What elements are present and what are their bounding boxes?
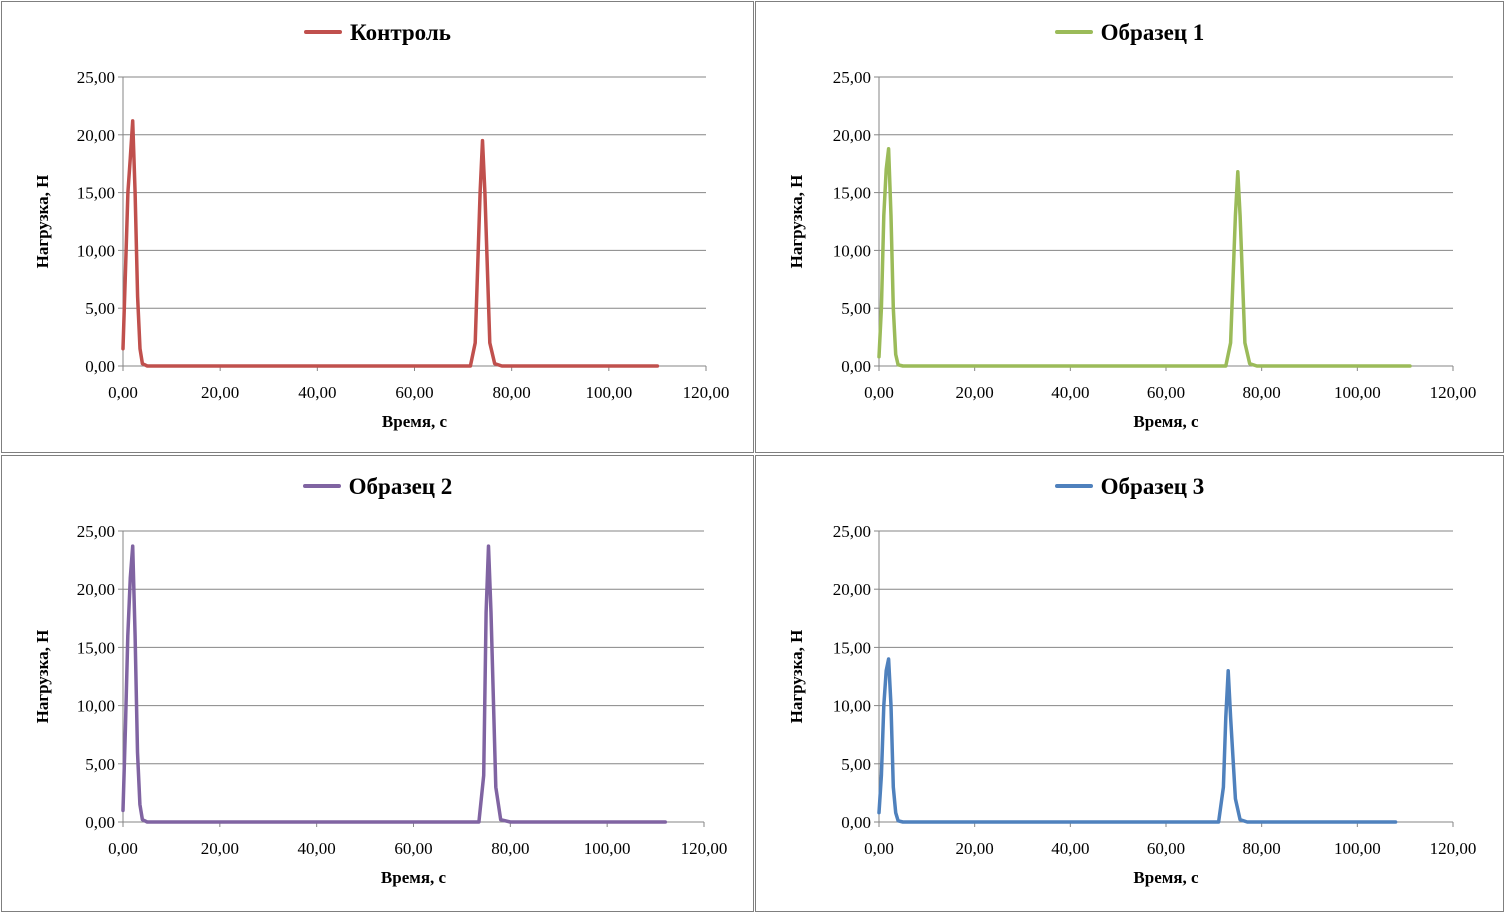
chart-panel-1: Контроль 0,00 5,00 10,00 15,00 20,00 25,00 0,00… — [1, 1, 754, 453]
x-tick-label: 40,00 — [298, 383, 336, 402]
y-tick-label: 0,00 — [841, 813, 871, 832]
x-tick-label: 100,00 — [585, 383, 632, 402]
x-axis-title: Время, с — [1133, 412, 1199, 431]
x-tick-label: 0,00 — [108, 839, 138, 858]
y-tick-label: 10,00 — [77, 697, 115, 716]
y-tick-label: 5,00 — [841, 299, 871, 318]
x-tick-label: 60,00 — [1147, 839, 1185, 858]
x-tick-label: 0,00 — [108, 383, 138, 402]
x-tick-label: 60,00 — [394, 839, 432, 858]
legend-label: Контроль — [350, 20, 451, 45]
y-tick-label: 15,00 — [833, 638, 871, 657]
y-tick-label: 5,00 — [85, 299, 115, 318]
chart-svg: 0,00 5,00 10,00 15,00 20,00 25,00 0,00 20,00 40,… — [787, 522, 1477, 887]
y-tick-label: 25,00 — [77, 522, 115, 541]
y-tick-label: 20,00 — [833, 126, 871, 145]
x-tick-label: 20,00 — [956, 383, 994, 402]
legend-swatch — [1054, 29, 1093, 34]
chart-svg: 0,00 5,00 10,00 15,00 20,00 25,00 0,00 20,00 40,… — [33, 522, 728, 887]
x-tick-label: 120,00 — [683, 383, 730, 402]
y-tick-label: 25,00 — [833, 68, 871, 87]
chart-panel-3: Образец 2 0,00 5,00 10,00 15,00 20,00 25,00 0,0… — [1, 455, 754, 912]
chart-legend: Образец 3 — [756, 474, 1503, 500]
y-tick-label: 10,00 — [833, 697, 871, 716]
chart-legend: Контроль — [2, 20, 753, 46]
y-tick-label: 10,00 — [833, 241, 871, 260]
x-tick-label: 20,00 — [201, 383, 239, 402]
x-tick-label: 40,00 — [1051, 839, 1089, 858]
y-axis-title: Нагрузка, Н — [787, 175, 806, 269]
x-tick-label: 80,00 — [1243, 839, 1281, 858]
x-tick-label: 100,00 — [1334, 383, 1381, 402]
y-tick-label: 25,00 — [77, 68, 115, 87]
chart-panel-4: Образец 3 0,00 5,00 10,00 15,00 20,00 25,00 0,0… — [755, 455, 1504, 912]
y-tick-label: 20,00 — [77, 126, 115, 145]
y-tick-label: 25,00 — [833, 522, 871, 541]
series-line — [877, 657, 1398, 824]
y-tick-label: 15,00 — [833, 184, 871, 203]
x-tick-label: 80,00 — [1243, 383, 1281, 402]
x-tick-label: 60,00 — [1147, 383, 1185, 402]
x-tick-label: 100,00 — [1334, 839, 1381, 858]
y-axis-title: Нагрузка, Н — [33, 175, 52, 269]
legend-label: Образец 3 — [1100, 474, 1205, 499]
x-axis-title: Время, с — [382, 412, 448, 431]
y-axis-title: Нагрузка, Н — [33, 630, 52, 724]
y-tick-label: 5,00 — [841, 755, 871, 774]
x-tick-label: 20,00 — [201, 839, 239, 858]
legend-swatch — [302, 483, 341, 488]
x-tick-label: 120,00 — [1430, 383, 1477, 402]
legend-label: Образец 1 — [1100, 20, 1205, 45]
chart-legend: Образец 2 — [2, 474, 753, 500]
series-line — [121, 544, 668, 824]
x-tick-label: 80,00 — [491, 839, 529, 858]
chart-legend: Образец 1 — [756, 20, 1503, 46]
series-line — [121, 119, 660, 368]
x-tick-label: 40,00 — [1051, 383, 1089, 402]
y-tick-label: 10,00 — [77, 241, 115, 260]
x-axis-title: Время, с — [381, 868, 447, 887]
chart-svg: 0,00 5,00 10,00 15,00 20,00 25,00 0,00 20,00 40,… — [33, 68, 730, 431]
x-tick-label: 20,00 — [956, 839, 994, 858]
legend-swatch — [304, 29, 343, 34]
chart-panel-2: Образец 1 0,00 5,00 10,00 15,00 20,00 25,00 0,0… — [755, 1, 1504, 453]
x-tick-label: 0,00 — [864, 839, 894, 858]
y-tick-label: 0,00 — [841, 357, 871, 376]
y-tick-label: 15,00 — [77, 638, 115, 657]
x-tick-label: 80,00 — [493, 383, 531, 402]
y-tick-label: 20,00 — [77, 580, 115, 599]
y-axis-title: Нагрузка, Н — [787, 630, 806, 724]
legend-label: Образец 2 — [348, 474, 453, 499]
legend-swatch — [1054, 483, 1093, 488]
y-tick-label: 20,00 — [833, 580, 871, 599]
series-line — [877, 146, 1412, 368]
y-tick-label: 0,00 — [85, 357, 115, 376]
y-tick-label: 5,00 — [85, 755, 115, 774]
y-tick-label: 0,00 — [85, 813, 115, 832]
x-tick-label: 60,00 — [395, 383, 433, 402]
x-tick-label: 100,00 — [584, 839, 631, 858]
chart-svg: 0,00 5,00 10,00 15,00 20,00 25,00 0,00 20,00 40,… — [787, 68, 1477, 431]
x-tick-label: 0,00 — [864, 383, 894, 402]
x-tick-label: 40,00 — [298, 839, 336, 858]
x-tick-label: 120,00 — [681, 839, 728, 858]
x-tick-label: 120,00 — [1430, 839, 1477, 858]
x-axis-title: Время, с — [1133, 868, 1199, 887]
y-tick-label: 15,00 — [77, 184, 115, 203]
